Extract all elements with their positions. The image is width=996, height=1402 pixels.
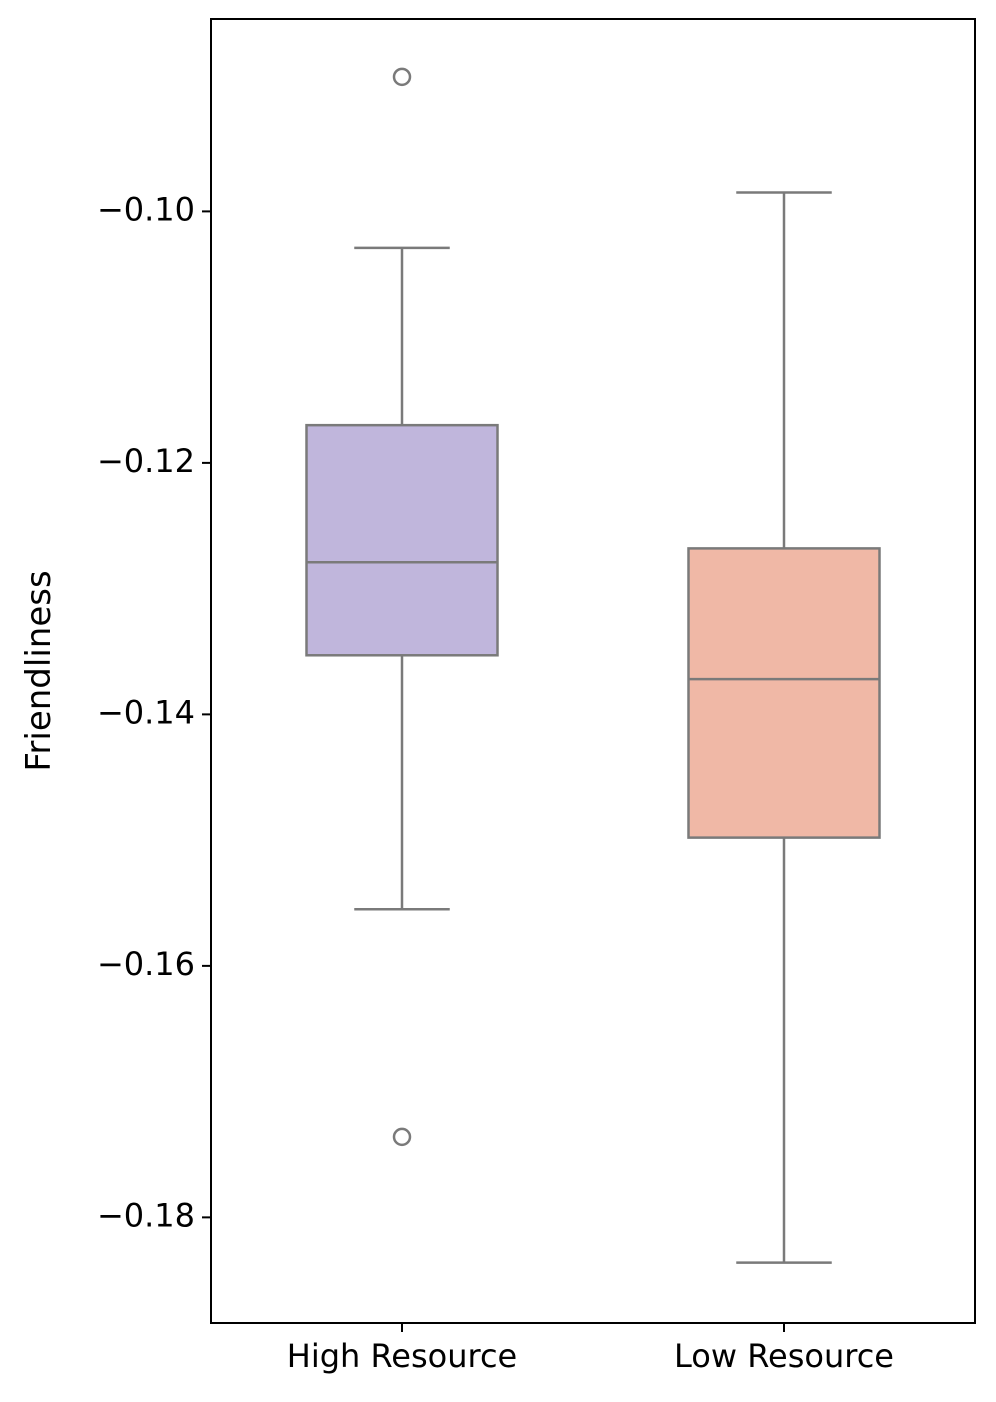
box-group — [305, 67, 499, 1147]
iqr-box — [687, 547, 881, 839]
y-axis: −0.10 −0.12 −0.14 −0.16 −0.18 — [97, 190, 211, 1234]
x-axis: High Resource Low Resource — [287, 1323, 894, 1375]
boxes-layer — [305, 67, 881, 1264]
y-tick-label: −0.10 — [97, 190, 195, 228]
iqr-box — [305, 423, 499, 657]
plot-frame — [210, 18, 976, 1324]
box-group — [687, 191, 881, 1264]
outlier-point — [392, 67, 412, 87]
outlier-point — [392, 1127, 412, 1147]
y-tick-label: −0.16 — [97, 945, 195, 983]
x-tick-label: Low Resource — [674, 1337, 894, 1375]
y-tick-label: −0.18 — [97, 1196, 195, 1234]
x-tick-label: High Resource — [287, 1337, 517, 1375]
y-tick-label: −0.12 — [97, 442, 195, 480]
y-axis-label: Friendliness — [19, 570, 59, 771]
y-tick-label: −0.14 — [97, 693, 195, 731]
